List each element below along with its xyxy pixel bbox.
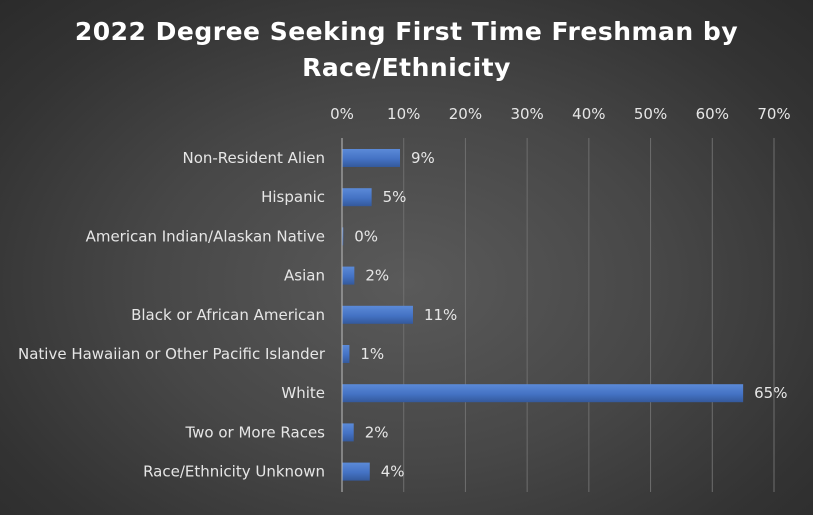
bar: [342, 423, 354, 442]
bar: [342, 227, 344, 246]
bar: [342, 384, 744, 403]
data-label: 65%: [754, 384, 787, 402]
data-label: 9%: [411, 149, 435, 167]
category-label: Native Hawaiian or Other Pacific Islande…: [18, 345, 326, 363]
category-label: Asian: [284, 267, 325, 285]
x-tick-label: 70%: [757, 105, 790, 123]
chart-title: 2022 Degree Seeking First Time Freshman …: [74, 17, 739, 82]
category-labels: Non-Resident Alien Hispanic American India…: [18, 149, 326, 481]
category-label: Two or More Races: [184, 423, 325, 441]
x-tick-label: 10%: [387, 105, 420, 123]
data-label: 5%: [383, 188, 407, 206]
x-tick-label: 0%: [330, 105, 354, 123]
x-tick-label: 50%: [634, 105, 667, 123]
data-label: 0%: [354, 227, 378, 245]
x-tick-label: 30%: [510, 105, 543, 123]
data-label: 11%: [424, 306, 457, 324]
bar: [342, 149, 401, 167]
data-labels: 9% 5% 0% 2% 11% 1% 65% 2% 4%: [354, 149, 787, 481]
x-axis-ticks: 0% 10% 20% 30% 40% 50% 60% 70%: [330, 105, 791, 123]
bar: [342, 266, 355, 285]
x-tick-label: 60%: [696, 105, 729, 123]
category-label: Non-Resident Alien: [182, 149, 325, 167]
bar: [342, 462, 370, 481]
bar: [342, 188, 372, 207]
category-label: White: [281, 384, 325, 402]
data-label: 2%: [365, 267, 389, 285]
category-label: Hispanic: [261, 188, 325, 206]
data-label: 1%: [360, 345, 384, 363]
category-label: Black or African American: [131, 306, 325, 324]
bars: [342, 149, 744, 481]
category-label: Race/Ethnicity Unknown: [143, 463, 325, 481]
bar: [342, 305, 413, 324]
data-label: 2%: [365, 423, 389, 441]
x-tick-label: 40%: [572, 105, 605, 123]
category-label: American Indian/Alaskan Native: [86, 227, 325, 245]
x-tick-label: 20%: [449, 105, 482, 123]
gridlines: [403, 138, 775, 492]
data-label: 4%: [381, 463, 405, 481]
bar: [342, 345, 350, 363]
